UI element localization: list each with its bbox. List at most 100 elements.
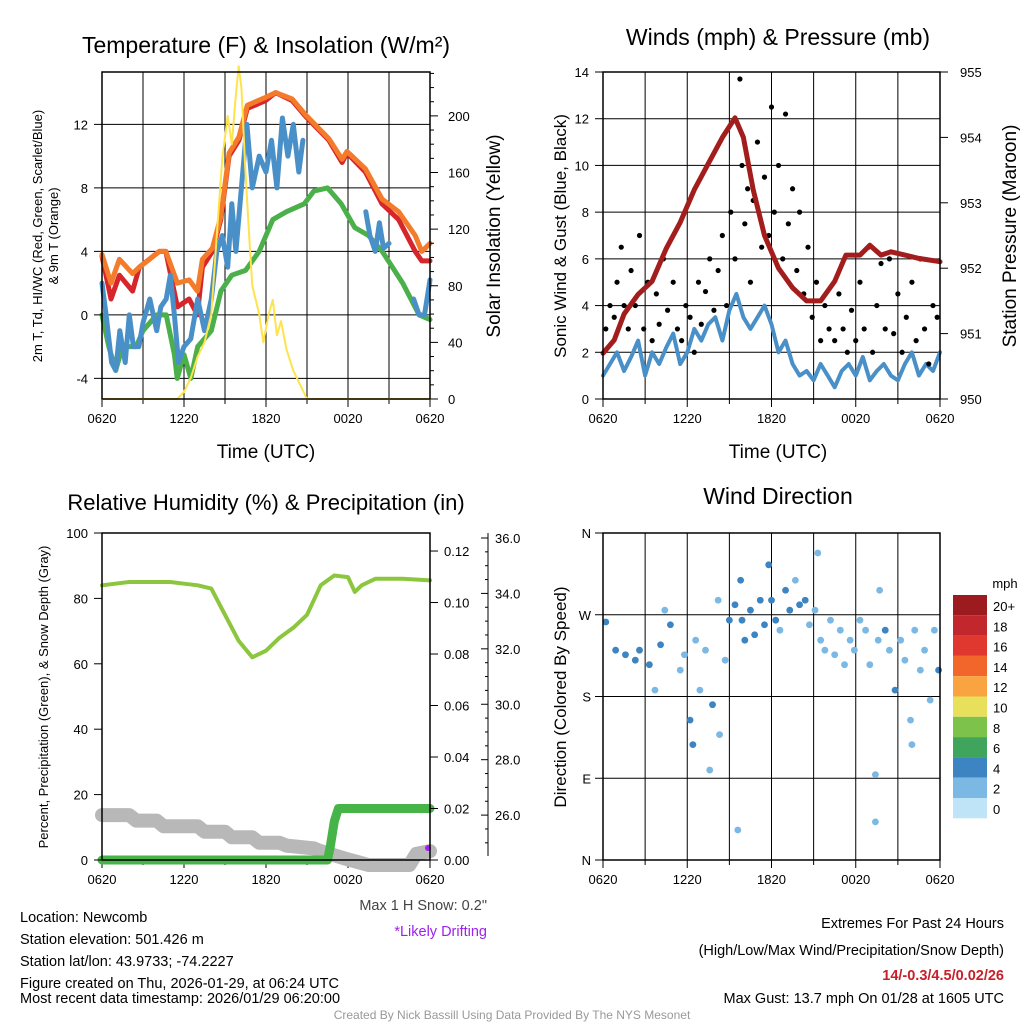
gust-point — [771, 209, 777, 215]
legend-label: 12 — [993, 680, 1007, 695]
y2-tick-label: 160 — [448, 166, 470, 181]
gust-point — [611, 314, 617, 320]
gust-point — [737, 76, 743, 82]
extremes-subtitle: (High/Low/Max Wind/Precipitation/Snow De… — [699, 943, 1004, 959]
y2-tick-label: 953 — [960, 196, 982, 211]
y-tick-label: 0 — [582, 392, 589, 407]
gust-point — [618, 244, 624, 250]
credit-text: Created By Nick Bassill Using Data Provi… — [334, 1008, 691, 1022]
legend-swatch — [953, 595, 987, 616]
plot-frame — [602, 71, 941, 400]
gust-point — [695, 279, 702, 285]
direction-point — [686, 716, 694, 724]
direction-point — [761, 621, 768, 629]
direction-point — [709, 701, 716, 709]
legend-swatch — [953, 635, 987, 656]
x-tick-label: 0620 — [416, 411, 445, 426]
legend-swatch — [953, 798, 987, 819]
gust-point — [813, 279, 820, 285]
precip-tick-label: 0.06 — [444, 699, 469, 714]
legend-swatch — [953, 757, 987, 778]
gust-point — [930, 302, 936, 309]
x-axis-label: Time (UTC) — [729, 442, 828, 463]
x-tick-label: 1820 — [757, 411, 786, 426]
direction-point — [908, 741, 916, 749]
x-tick-label: 1220 — [170, 872, 199, 887]
direction-point — [856, 616, 864, 624]
series-line-9m-t — [99, 90, 433, 294]
direction-point — [645, 661, 653, 669]
gust-point — [768, 104, 775, 110]
gust-point — [711, 307, 717, 313]
gust-point — [653, 291, 659, 297]
direction-point — [689, 741, 697, 749]
gust-point — [789, 186, 796, 192]
speed-legend: mph 20+ 18 16 14 12 10 8 6 4 2 0 — [953, 576, 1018, 819]
x-tick-label: 1820 — [757, 872, 786, 887]
direction-point — [814, 549, 822, 557]
direction-point — [681, 651, 688, 659]
gust-point — [723, 302, 730, 309]
direction-point — [872, 818, 879, 826]
legend-label: 4 — [993, 761, 1000, 776]
gust-point — [739, 162, 745, 169]
direction-point — [836, 626, 844, 634]
gust-point — [794, 267, 800, 274]
direction-point — [817, 636, 825, 644]
y-tick-label: 0 — [81, 853, 88, 868]
y2-tick-label: 954 — [960, 130, 982, 145]
gust-point — [878, 260, 884, 267]
series-line-snow-depth — [95, 808, 437, 872]
y2-tick-label: 950 — [960, 392, 982, 407]
x-tick-label: 0620 — [589, 872, 618, 887]
series-line-windchill — [363, 209, 392, 254]
snow-tick-label: 26.0 — [495, 808, 520, 823]
y-tick-label: 80 — [74, 591, 88, 606]
direction-point — [930, 626, 938, 634]
y2-tick-label: 951 — [960, 327, 982, 342]
gust-point — [826, 326, 832, 332]
plot-frame — [101, 71, 431, 400]
series-line-wind — [601, 291, 942, 390]
legend-swatch — [953, 655, 987, 677]
legend-label: 18 — [993, 619, 1007, 634]
direction-point — [651, 686, 659, 694]
series-line-rh — [100, 573, 432, 660]
direction-point — [772, 616, 780, 624]
direction-point — [765, 561, 773, 569]
gust-point — [702, 288, 709, 295]
series-line-pressure — [600, 115, 943, 356]
x-tick-label: 1220 — [673, 411, 702, 426]
direction-point — [602, 618, 610, 626]
gust-point — [719, 232, 725, 239]
direction-point — [901, 656, 909, 664]
x-tick-label: 0020 — [334, 411, 363, 426]
legend-swatch — [953, 696, 987, 717]
gust-point — [909, 279, 915, 285]
x-tick-label: 0020 — [334, 872, 363, 887]
gust-point — [603, 326, 609, 332]
y-tick-label: N — [582, 526, 591, 541]
y-tick-label: 6 — [582, 252, 589, 267]
y-tick-label: W — [579, 608, 592, 623]
direction-point — [738, 616, 746, 624]
legend-title: mph — [992, 576, 1017, 591]
direction-point — [721, 656, 729, 664]
direction-point — [907, 716, 914, 724]
gust-point — [785, 221, 791, 227]
y2-tick-label: 955 — [960, 65, 982, 80]
direction-point — [811, 606, 819, 614]
direction-point — [926, 696, 934, 704]
direction-point — [768, 596, 775, 604]
direction-point — [737, 576, 745, 584]
chart-title: Wind Direction — [703, 483, 853, 509]
direction-point — [827, 616, 834, 624]
y2-tick-label: 80 — [448, 279, 462, 294]
direction-point — [731, 601, 739, 609]
direction-point — [657, 641, 664, 649]
y2-tick-label: 0 — [448, 392, 455, 407]
direction-point — [897, 636, 905, 644]
direction-point — [846, 636, 854, 644]
chart-title: Winds (mph) & Pressure (mb) — [626, 24, 930, 50]
